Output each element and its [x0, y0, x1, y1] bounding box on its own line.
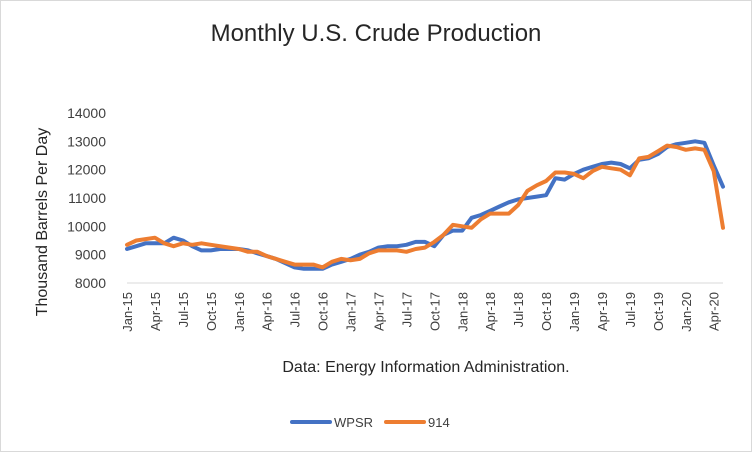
x-tick-label: Jan-16 [232, 292, 247, 332]
x-tick-label: Apr-20 [707, 292, 722, 331]
x-tick-label: Jul-19 [623, 292, 638, 327]
y-tick-label: 11000 [68, 190, 106, 206]
y-tick-label: 10000 [67, 218, 106, 234]
x-tick-label: Apr-15 [148, 292, 163, 331]
y-tick-label: 14000 [67, 105, 106, 121]
y-tick-label: 9000 [75, 247, 106, 263]
x-tick-label: Oct-19 [651, 292, 666, 331]
x-tick-label: Oct-15 [204, 292, 219, 331]
x-tick-label: Apr-19 [595, 292, 610, 331]
x-tick-label: Apr-18 [483, 292, 498, 331]
series-line-wpsr [125, 139, 725, 271]
x-tick-label: Apr-17 [371, 292, 386, 331]
y-tick-label: 8000 [75, 275, 106, 291]
series-line-914 [125, 143, 725, 270]
y-tick-label: 12000 [67, 162, 106, 178]
x-tick-label: Oct-17 [427, 292, 442, 331]
legend-label-wpsr: WPSR [334, 415, 373, 430]
chart-title: Monthly U.S. Crude Production [210, 20, 542, 47]
x-tick-label: Jan-18 [455, 292, 470, 332]
legend: WPSR 914 [290, 415, 450, 430]
x-tick-label: Jul-16 [288, 292, 303, 327]
x-tick-label: Jul-18 [511, 292, 526, 327]
x-tick-label: Oct-18 [539, 292, 554, 331]
y-tick-label: 13000 [67, 133, 106, 149]
x-tick-label: Jul-17 [399, 292, 414, 327]
legend-label-914: 914 [428, 415, 450, 430]
y-ticks: 8000 9000 10000 11000 12000 13000 14000 [67, 105, 106, 291]
x-tick-label: Oct-16 [316, 292, 331, 331]
x-axis-label: Data: Energy Information Administration. [282, 359, 570, 376]
x-tick-label: Jan-17 [344, 292, 359, 332]
x-tick-label: Jan-20 [679, 292, 694, 332]
x-ticks: Jan-15 Apr-15 Jul-15 Oct-15 Jan-16 Apr-16 Jul-… [120, 292, 722, 332]
series-lines [125, 139, 725, 271]
x-tick-label: Jul-15 [176, 292, 191, 327]
x-tick-label: Jan-19 [567, 292, 582, 332]
x-tick-label: Apr-16 [260, 292, 275, 331]
x-tick-label: Jan-15 [120, 292, 135, 332]
